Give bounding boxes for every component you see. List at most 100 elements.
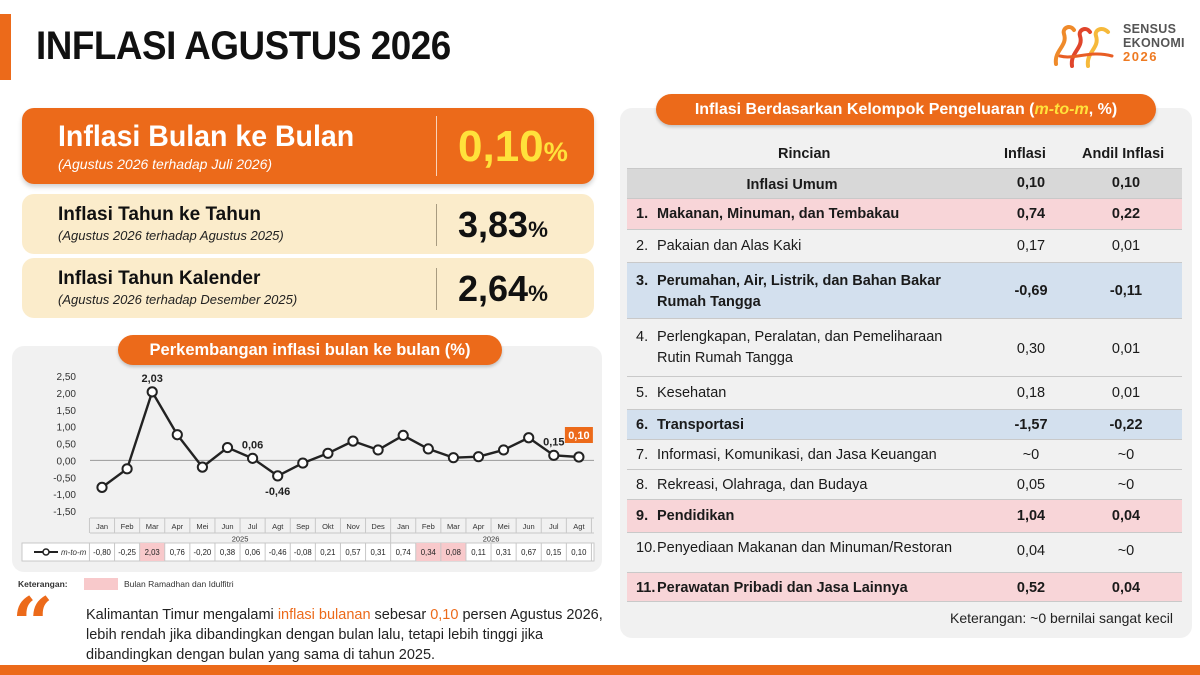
value-row-label: 0,76 xyxy=(170,548,185,557)
data-point xyxy=(322,447,334,459)
table-row: 11. Perawatan Pribadi dan Jasa Lainnya 0… xyxy=(627,572,1182,602)
table-row: 4. Perlengkapan, Peralatan, dan Pemeliha… xyxy=(627,318,1182,376)
row-name: Penyediaan Makanan dan Minuman/Restoran xyxy=(657,540,953,556)
y-tick-label: 2,00 xyxy=(57,389,77,400)
ramadhan-highlight-cell xyxy=(139,543,165,561)
yoy-title: Inflasi Tahun ke Tahun xyxy=(58,204,262,225)
yoy-inflation-card: Inflasi Tahun ke Tahun (Agustus 2026 ter… xyxy=(22,194,594,254)
y-tick-label: 0,50 xyxy=(57,440,77,451)
data-point xyxy=(548,449,560,461)
page-title: INFLASI AGUSTUS 2026 xyxy=(36,24,451,68)
value-row-label: 0,74 xyxy=(396,548,412,557)
table-note: Keterangan: ~0 bernilai sangat kecil xyxy=(950,610,1173,626)
ramadhan-highlight-cell xyxy=(415,543,441,561)
row-inflasi: 1,04 xyxy=(1016,508,1046,524)
ramadhan-highlight-cell xyxy=(440,543,466,561)
year-label: 2025 xyxy=(232,535,249,544)
data-point xyxy=(121,463,133,475)
value-row-label: -0,25 xyxy=(118,548,136,557)
mtm-subtitle: (Agustus 2026 terhadap Juli 2026) xyxy=(58,156,273,172)
logo-line-1: SENSUS xyxy=(1123,22,1177,36)
table-row: 9. Pendidikan 1,04 0,04 xyxy=(627,499,1182,532)
value-row-label: -0,20 xyxy=(194,548,212,557)
row-number: 2. xyxy=(636,238,649,254)
row-name: Informasi, Komunikasi, dan Jasa Keuangan xyxy=(657,447,937,463)
col-header-andil: Andil Inflasi xyxy=(1082,146,1165,162)
data-point xyxy=(247,452,259,464)
x-tick-label: Mei xyxy=(196,522,208,531)
x-tick-label: Sep xyxy=(296,522,309,531)
row-inflasi: 0,74 xyxy=(1016,206,1046,222)
data-label: 2,03 xyxy=(141,373,162,385)
row-andil: -0,22 xyxy=(1109,417,1143,433)
data-point xyxy=(573,451,585,463)
row-inflasi: 0,17 xyxy=(1016,238,1046,254)
x-tick-label: Apr xyxy=(473,522,485,531)
table-row: 8. Rekreasi, Olahraga, dan Budaya 0,05 ~… xyxy=(627,469,1182,499)
value-row-label: -0,08 xyxy=(294,548,312,557)
row-name: Inflasi Umum xyxy=(746,177,838,193)
row-andil: ~0 xyxy=(1117,477,1135,493)
x-tick-label: Mei xyxy=(498,522,510,531)
row-andil: 0,22 xyxy=(1111,206,1141,222)
row-andil: ~0 xyxy=(1117,447,1135,463)
ytd-title: Inflasi Tahun Kalender xyxy=(58,268,261,289)
data-point xyxy=(472,451,485,463)
value-row-label: 0,67 xyxy=(521,548,536,557)
x-tick-label: Jan xyxy=(96,522,108,531)
table-row-total: Inflasi Umum 0,10 0,10 xyxy=(627,168,1182,198)
data-label-highlight-bg xyxy=(564,427,593,443)
row-inflasi: 0,18 xyxy=(1016,385,1046,401)
value-row-label: 0,11 xyxy=(471,548,486,557)
row-inflasi: -0,69 xyxy=(1014,283,1048,299)
data-point xyxy=(272,470,284,482)
value-row-label: 0,38 xyxy=(220,548,235,557)
row-name: Rekreasi, Olahraga, dan Budaya xyxy=(657,477,868,493)
value-row-label: 0,34 xyxy=(421,548,437,557)
row-andil: 0,01 xyxy=(1111,238,1141,254)
legend-swatch xyxy=(84,578,118,590)
table-row: 2. Pakaian dan Alas Kaki 0,17 0,01 xyxy=(627,229,1182,262)
bottom-accent-bar xyxy=(0,665,1200,675)
value-row-label: -0,46 xyxy=(269,548,287,557)
table-title: Inflasi Berdasarkan Kelompok Pengeluaran… xyxy=(656,94,1156,125)
chart-title: Perkembangan inflasi bulan ke bulan (%) xyxy=(118,335,502,365)
data-point xyxy=(146,386,158,398)
table-row: 5. Kesehatan 0,18 0,01 xyxy=(627,376,1182,409)
row-number: 6. xyxy=(636,417,649,433)
row-number: 8. xyxy=(636,477,649,493)
value-row-label: 0,08 xyxy=(446,548,461,557)
quote-mark-icon: “ xyxy=(12,581,54,666)
row-number: 1. xyxy=(636,206,649,222)
x-tick-label: Okt xyxy=(322,522,335,531)
x-tick-label: Jun xyxy=(221,522,233,531)
data-point xyxy=(447,452,459,464)
col-header-inflasi: Inflasi xyxy=(1004,146,1046,162)
row-andil: 0,04 xyxy=(1111,508,1141,524)
data-point xyxy=(347,435,359,447)
sensus-ekonomi-logo: SENSUS EKONOMI 2026 xyxy=(1050,18,1190,74)
ytd-value: 2,64% xyxy=(458,268,548,309)
row-inflasi: ~0 xyxy=(1022,447,1040,463)
row-number: 3. xyxy=(636,273,649,289)
data-point xyxy=(297,457,309,469)
mtm-title: Inflasi Bulan ke Bulan xyxy=(58,120,355,153)
data-label: -0,46 xyxy=(265,486,290,498)
data-point xyxy=(523,432,535,444)
data-point xyxy=(498,444,510,456)
x-tick-label: Feb xyxy=(121,522,134,531)
table-row: 10. Penyediaan Makanan dan Minuman/Resto… xyxy=(627,532,1182,572)
yoy-subtitle: (Agustus 2026 terhadap Agustus 2025) xyxy=(58,228,284,243)
legend-text: Bulan Ramadhan dan Idulfitri xyxy=(124,579,234,589)
x-tick-label: Jul xyxy=(549,522,559,531)
row-andil: 0,04 xyxy=(1111,580,1141,596)
x-tick-label: Jul xyxy=(248,522,258,531)
x-tick-label: Mar xyxy=(447,522,460,531)
y-tick-label: 1,00 xyxy=(57,423,77,434)
row-name: Perumahan, Air, Listrik, dan Bahan Bakar… xyxy=(657,273,941,310)
row-number: 5. xyxy=(636,385,649,401)
y-tick-label: -0,50 xyxy=(53,473,76,484)
row-inflasi: 0,10 xyxy=(1016,175,1046,191)
yoy-value: 3,83% xyxy=(458,204,548,245)
table-row: 7. Informasi, Komunikasi, dan Jasa Keuan… xyxy=(627,439,1182,469)
